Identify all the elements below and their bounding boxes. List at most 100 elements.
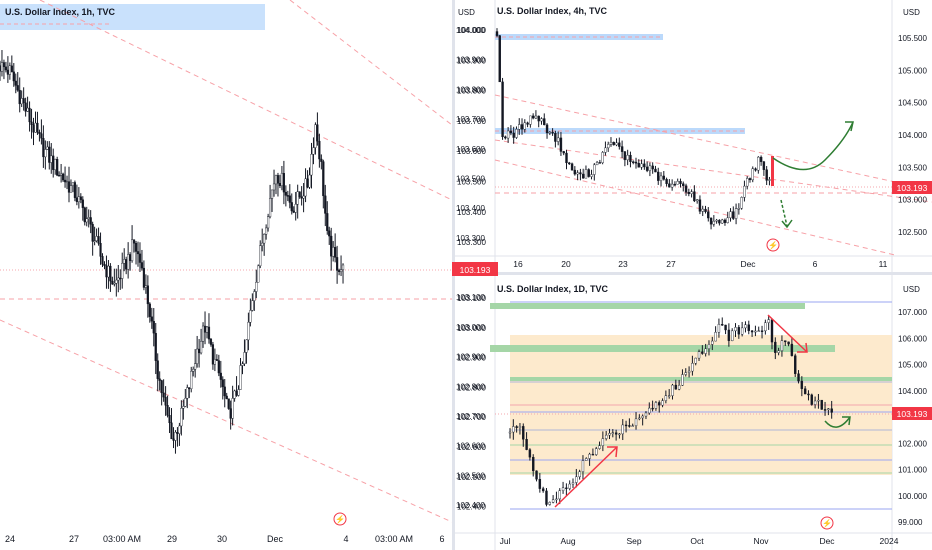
candle-body	[817, 399, 820, 402]
y-axis-1h[interactable]: 104.000 103.900 103.800 103.700 103.600 103.5…	[452, 0, 502, 550]
candle-body	[554, 132, 557, 142]
candle-body	[26, 107, 29, 112]
candle-body	[140, 262, 144, 269]
candle-body	[209, 338, 213, 345]
candle-body	[111, 280, 114, 285]
y-tick-label: 102.700	[456, 412, 485, 421]
y-tick-label-left: 103.600	[457, 147, 486, 156]
y-tick-label: 103.900	[456, 56, 485, 65]
y-tick-label-left: 103.100	[457, 294, 486, 303]
y-tick-label: 105.000	[898, 66, 927, 75]
candle-body	[743, 185, 746, 198]
candle-body	[247, 322, 250, 341]
candle-body	[12, 71, 15, 82]
candle-body	[150, 316, 153, 322]
candle-body	[601, 152, 604, 163]
candle-body	[748, 178, 752, 181]
panel-4h[interactable]: 104.000 103.900 103.800 103.700 103.600 103.5…	[455, 0, 932, 272]
panel-1d[interactable]: 103.100 103.000 102.900 102.800 102.700 102.6…	[455, 275, 932, 550]
trendline-top-1h	[289, 0, 452, 126]
candle-body	[615, 142, 618, 146]
candle-body	[726, 217, 729, 223]
panel-divider-horizontal[interactable]	[455, 272, 932, 275]
candle-body	[81, 199, 84, 208]
candle-body	[109, 265, 112, 282]
candle-body	[239, 365, 242, 390]
candle-body	[634, 418, 638, 426]
candle-body	[662, 175, 666, 180]
candle-body	[2, 62, 6, 68]
candle-body	[75, 197, 78, 202]
y-tick-label: 100.000	[898, 492, 927, 501]
candle-body	[570, 163, 574, 171]
candle-body	[166, 405, 169, 416]
y-tick-label-left: 102.900	[457, 354, 486, 363]
candle-body	[270, 189, 274, 199]
candle-body	[61, 173, 65, 181]
zone-green-upper-1d	[490, 345, 835, 352]
y-tick-label-left: 104.000	[457, 26, 486, 35]
x-tick-label: 27	[69, 534, 79, 544]
panel-1h[interactable]: 104.000103.900103.800103.700103.600103.5…	[0, 0, 452, 550]
chart-1d[interactable]: 103.100 103.000 102.900 102.800 102.700 102.6…	[455, 275, 932, 550]
candle-body	[654, 402, 658, 409]
chart-1h[interactable]: 104.000103.900103.800103.700103.600103.5…	[0, 0, 452, 550]
trendline-mid-4h	[494, 139, 932, 203]
candle-body	[223, 386, 226, 397]
candle-body	[274, 175, 278, 185]
chart-4h[interactable]: 104.000 103.900 103.800 103.700 103.600 103.5…	[455, 0, 932, 272]
y-tick-label-left: 103.700	[457, 117, 486, 126]
candle-body	[671, 384, 674, 396]
candle-body	[73, 182, 77, 198]
candle-body	[737, 327, 741, 335]
candle-body	[261, 242, 264, 246]
candle-body	[548, 502, 551, 505]
candle-body	[14, 80, 17, 86]
last-candle-4h	[771, 156, 774, 186]
y-tick-label: 104.000	[456, 26, 485, 35]
candle-body	[734, 327, 737, 332]
candle-body	[512, 132, 515, 138]
y-tick-label: 99.000	[898, 518, 923, 527]
candle-body	[132, 239, 136, 244]
candle-body	[532, 456, 535, 472]
last-price-label: 103.193	[897, 183, 928, 193]
candle-body	[724, 324, 727, 331]
y-tick-label: 103.700	[456, 115, 485, 124]
candle-body	[298, 191, 301, 198]
candle-body	[77, 196, 80, 202]
candle-body	[632, 161, 635, 163]
projection-down-arrowhead	[781, 219, 793, 229]
candle-body	[644, 412, 648, 417]
candle-body	[637, 163, 640, 168]
candle-body	[691, 363, 694, 372]
candle-body	[152, 320, 155, 334]
flash-icon-glyph: ⚡	[822, 518, 832, 528]
trendline-lower-4h	[494, 159, 896, 256]
candle-body	[601, 438, 605, 446]
y-tick-label: 105.500	[898, 34, 927, 43]
candle-body	[588, 453, 591, 459]
trendline-lower-1h	[0, 319, 452, 523]
candle-body	[717, 324, 721, 333]
candle-body	[740, 197, 743, 209]
candle-body	[144, 285, 147, 288]
candle-body	[595, 162, 599, 166]
candle-body	[612, 141, 615, 146]
candle-body	[715, 219, 718, 222]
candle-body	[803, 388, 807, 395]
x-tick-label: 24	[5, 534, 15, 544]
candle-body	[587, 169, 590, 177]
candle-body	[770, 319, 774, 343]
y-tick-label-left: 103.800	[457, 87, 486, 96]
candle-body	[101, 256, 104, 265]
candle-body	[640, 163, 643, 168]
candle-body	[302, 195, 305, 199]
y-tick-label: 103.300	[456, 234, 485, 243]
candle-body	[93, 240, 96, 242]
candle-body	[105, 265, 108, 278]
candle-body	[575, 476, 578, 483]
candle-body	[22, 98, 25, 104]
candle-body	[543, 118, 546, 126]
candle-body	[729, 211, 732, 219]
